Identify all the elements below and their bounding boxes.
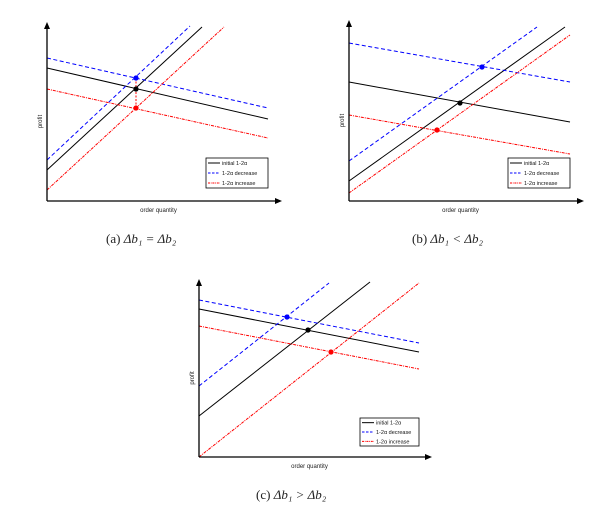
series-line — [46, 26, 203, 171]
caption-a-math: Δb₁ = Δb₂ — [123, 231, 177, 246]
equilibrium-point — [434, 127, 440, 133]
legend-label: initial 1-2α — [524, 161, 550, 167]
legend: initial 1-2α 1-2α decrease 1-2α increase — [359, 417, 420, 447]
legend-label: initial 1-2α — [376, 421, 402, 427]
y-axis-arrow-icon — [196, 279, 202, 286]
chart-b: order quantity profit initial 1-2α 1-2α dec… — [340, 20, 584, 214]
series-line — [348, 114, 571, 155]
caption-a-prefix: (a) — [106, 231, 121, 246]
x-axis-arrow-icon — [425, 454, 432, 460]
caption-c-prefix: (c) — [256, 487, 271, 502]
x-axis-label: order quantity — [291, 464, 328, 470]
chart-a: order quantity profit initial 1-2α 1-2α dec… — [38, 22, 282, 214]
series-line — [198, 325, 420, 370]
x-axis-arrow-icon — [275, 198, 282, 204]
legend: initial 1-2α 1-2α decrease 1-2α increase — [205, 157, 269, 189]
series-line — [46, 67, 269, 120]
y-axis-arrow-icon — [44, 22, 50, 29]
y-axis-label: profit — [38, 115, 44, 129]
equilibrium-point — [133, 75, 139, 81]
caption-c: (c) Δb₁ > Δb₂ — [256, 487, 326, 503]
x-axis-label: order quantity — [442, 208, 479, 214]
caption-b-math: Δb₁ < Δb₂ — [430, 231, 483, 246]
y-axis-label: profit — [190, 371, 196, 385]
series-line — [198, 299, 420, 344]
series-line — [348, 26, 566, 182]
y-axis-label: profit — [340, 114, 346, 128]
caption-a: (a) Δb₁ = Δb₂ — [106, 231, 176, 247]
series-line — [348, 26, 538, 162]
x-axis-label: order quantity — [140, 208, 177, 214]
legend: initial 1-2α 1-2α decrease 1-2α increase — [507, 157, 571, 189]
panel-a: order quantity profit initial 1-2α 1-2α dec… — [38, 22, 282, 247]
series-line — [198, 282, 420, 458]
series-line — [198, 282, 330, 387]
caption-c-math: Δb₁ > Δb₂ — [273, 487, 327, 502]
legend-label: initial 1-2α — [222, 161, 248, 167]
legend-label: 1-2α increase — [376, 439, 409, 445]
series-line — [46, 88, 269, 139]
series-line — [46, 25, 191, 161]
equilibrium-point — [133, 105, 139, 111]
caption-b-prefix: (b) — [412, 231, 428, 246]
panel-b: order quantity profit initial 1-2α 1-2α dec… — [340, 20, 584, 247]
equilibrium-point — [305, 327, 311, 333]
series-line — [348, 34, 571, 194]
legend-label: 1-2α increase — [524, 181, 557, 187]
legend-label: 1-2α decrease — [376, 430, 411, 436]
legend-label: 1-2α decrease — [524, 171, 559, 177]
series-line — [348, 42, 571, 83]
legend-label: 1-2α increase — [222, 181, 255, 187]
y-axis-arrow-icon — [346, 20, 352, 27]
equilibrium-point — [133, 86, 139, 92]
x-axis-arrow-icon — [577, 198, 584, 204]
equilibrium-point — [457, 100, 463, 106]
legend-label: 1-2α decrease — [222, 171, 257, 177]
equilibrium-point — [284, 314, 290, 320]
equilibrium-point — [479, 64, 485, 70]
equilibrium-point — [328, 349, 334, 355]
caption-b: (b) Δb₁ < Δb₂ — [412, 231, 483, 247]
series-line — [198, 281, 371, 417]
series-line — [46, 57, 269, 109]
